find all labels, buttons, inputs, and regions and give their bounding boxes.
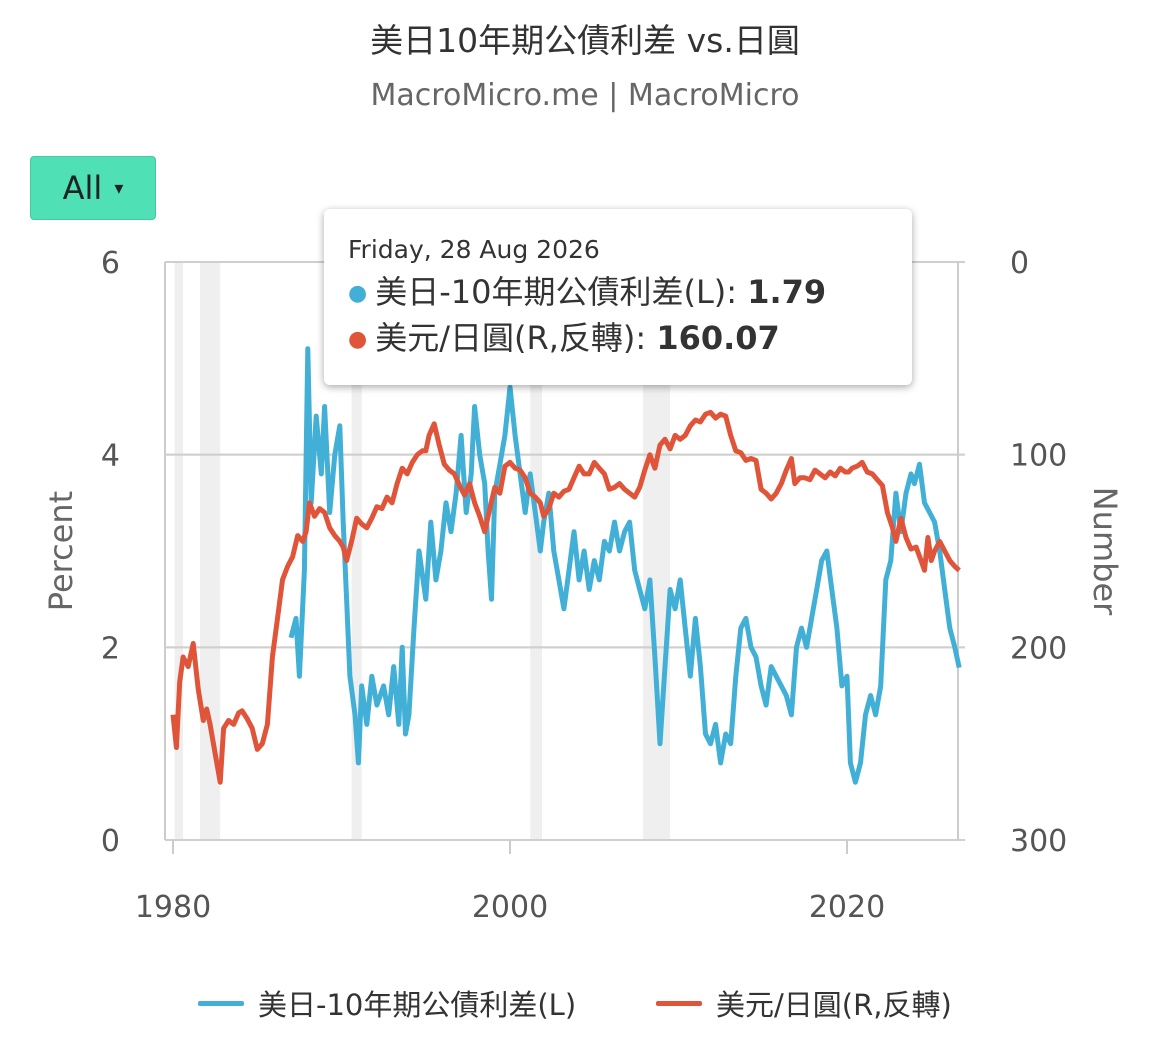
- caret-down-icon: ▾: [114, 177, 124, 199]
- y-right-axis-title: Number: [1086, 487, 1124, 616]
- tooltip-spread-value: 1.79: [747, 273, 827, 311]
- y-left-axis-title: Percent: [42, 491, 80, 611]
- y-right-tick-label: 200: [1010, 631, 1067, 666]
- y-left-tick-label: 2: [101, 631, 120, 666]
- recession-band: [199, 262, 221, 840]
- recession-band: [351, 262, 362, 840]
- series-line-jpy: [170, 409, 961, 785]
- tooltip-row-spread: ● 美日-10年期公債利差(L): 1.79: [348, 270, 912, 316]
- chart-subtitle: MacroMicro.me | MacroMicro: [370, 78, 800, 113]
- series-line-spread: [288, 346, 962, 785]
- y-right-tick-label: 300: [1010, 824, 1067, 859]
- y-left-tick-label: 0: [101, 824, 120, 859]
- legend-line-icon: [198, 1000, 244, 1006]
- legend-item-spread[interactable]: 美日-10年期公債利差(L): [198, 982, 576, 1024]
- x-tick-label: 1980: [135, 890, 211, 925]
- chart-tooltip: Friday, 28 Aug 2026 ● 美日-10年期公債利差(L): 1.7…: [324, 209, 912, 385]
- x-tick-label: 2000: [472, 890, 548, 925]
- range-selector-button[interactable]: All ▾: [30, 156, 156, 220]
- y-right-tick-label: 100: [1010, 439, 1067, 474]
- recession-band: [530, 262, 543, 840]
- tooltip-jpy-label: 美元/日圓(R,反轉):: [375, 319, 657, 357]
- tooltip-spread-label: 美日-10年期公債利差(L):: [375, 273, 748, 311]
- legend-label: 美元/日圓(R,反轉): [716, 988, 952, 1022]
- y-right-tick-label: 0: [1010, 246, 1029, 281]
- y-left-tick-label: 4: [101, 439, 120, 474]
- tooltip-date: Friday, 28 Aug 2026: [348, 235, 600, 264]
- recession-band: [174, 262, 184, 840]
- tooltip-jpy-value: 160.07: [656, 319, 780, 357]
- legend-item-jpy[interactable]: 美元/日圓(R,反轉): [656, 982, 952, 1024]
- tooltip-dot-icon: ●: [348, 327, 368, 352]
- chart-title: 美日10年期公債利差 vs.日圓: [370, 21, 800, 60]
- tooltip-row-jpy: ● 美元/日圓(R,反轉): 160.07: [348, 316, 912, 362]
- chart-legend: 美日-10年期公債利差(L) 美元/日圓(R,反轉): [0, 982, 1170, 1026]
- tooltip-dot-icon: ●: [348, 281, 368, 306]
- legend-label: 美日-10年期公債利差(L): [258, 988, 577, 1022]
- range-selector-label: All: [62, 169, 103, 207]
- legend-line-icon: [656, 1000, 702, 1006]
- y-left-tick-label: 6: [101, 246, 120, 281]
- x-tick-label: 2020: [809, 890, 885, 925]
